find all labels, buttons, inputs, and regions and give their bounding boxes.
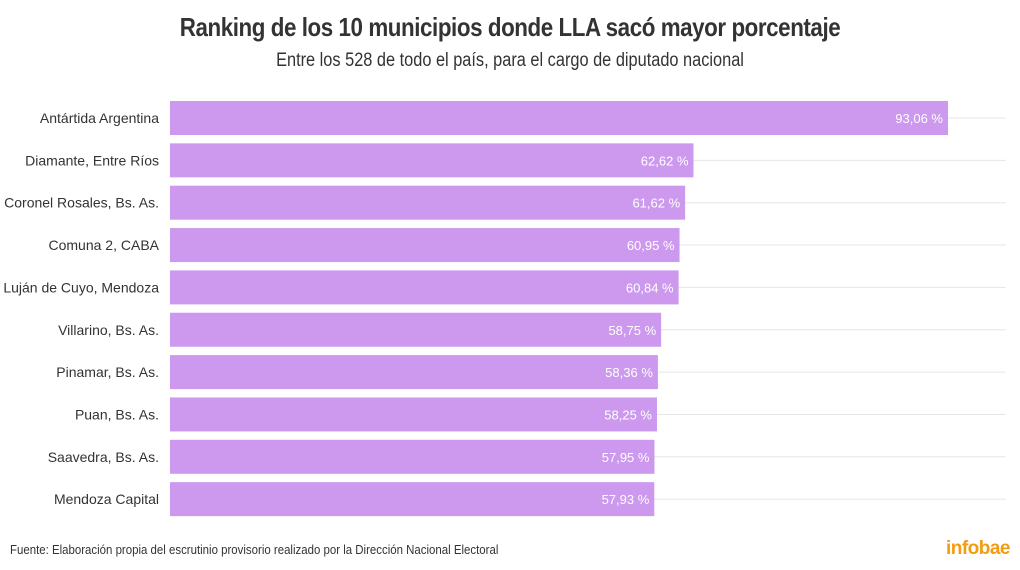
value-label: 62,62 % [641,153,689,168]
value-label: 58,25 % [604,407,652,422]
value-label: 61,62 % [632,196,680,211]
source-note: Fuente: Elaboración propia del escrutini… [10,542,499,557]
category-label: Puan, Bs. As. [75,406,159,422]
bar [170,482,655,517]
category-label: Villarino, Bs. As. [58,322,159,338]
bar [170,185,686,220]
bar [170,439,655,474]
category-label: Luján de Cuyo, Mendoza [3,279,159,295]
value-label: 93,06 % [895,111,943,126]
category-label: Comuna 2, CABA [49,237,160,253]
bar [170,312,662,347]
value-label: 60,84 % [626,280,674,295]
bar [170,355,658,390]
bar [170,143,694,178]
category-label: Coronel Rosales, Bs. As. [4,195,159,211]
chart-title: Ranking de los 10 municipios donde LLA s… [179,12,841,42]
bar [170,397,657,432]
value-label: 60,95 % [627,238,675,253]
value-label: 58,75 % [608,323,656,338]
bar [170,270,679,305]
category-label: Diamante, Entre Ríos [25,152,159,168]
value-label: 58,36 % [605,365,653,380]
infobae-logo: infobae [945,538,1011,559]
bar [170,228,680,263]
bar [170,101,948,135]
category-label: Pinamar, Bs. As. [56,364,159,380]
category-label: Antártida Argentina [40,110,159,126]
chart-subtitle: Entre los 528 de todo el país, para el c… [276,50,744,71]
value-label: 57,95 % [602,450,650,465]
value-label: 57,93 % [602,492,650,507]
category-label: Mendoza Capital [54,491,159,507]
category-label: Saavedra, Bs. As. [48,449,159,465]
